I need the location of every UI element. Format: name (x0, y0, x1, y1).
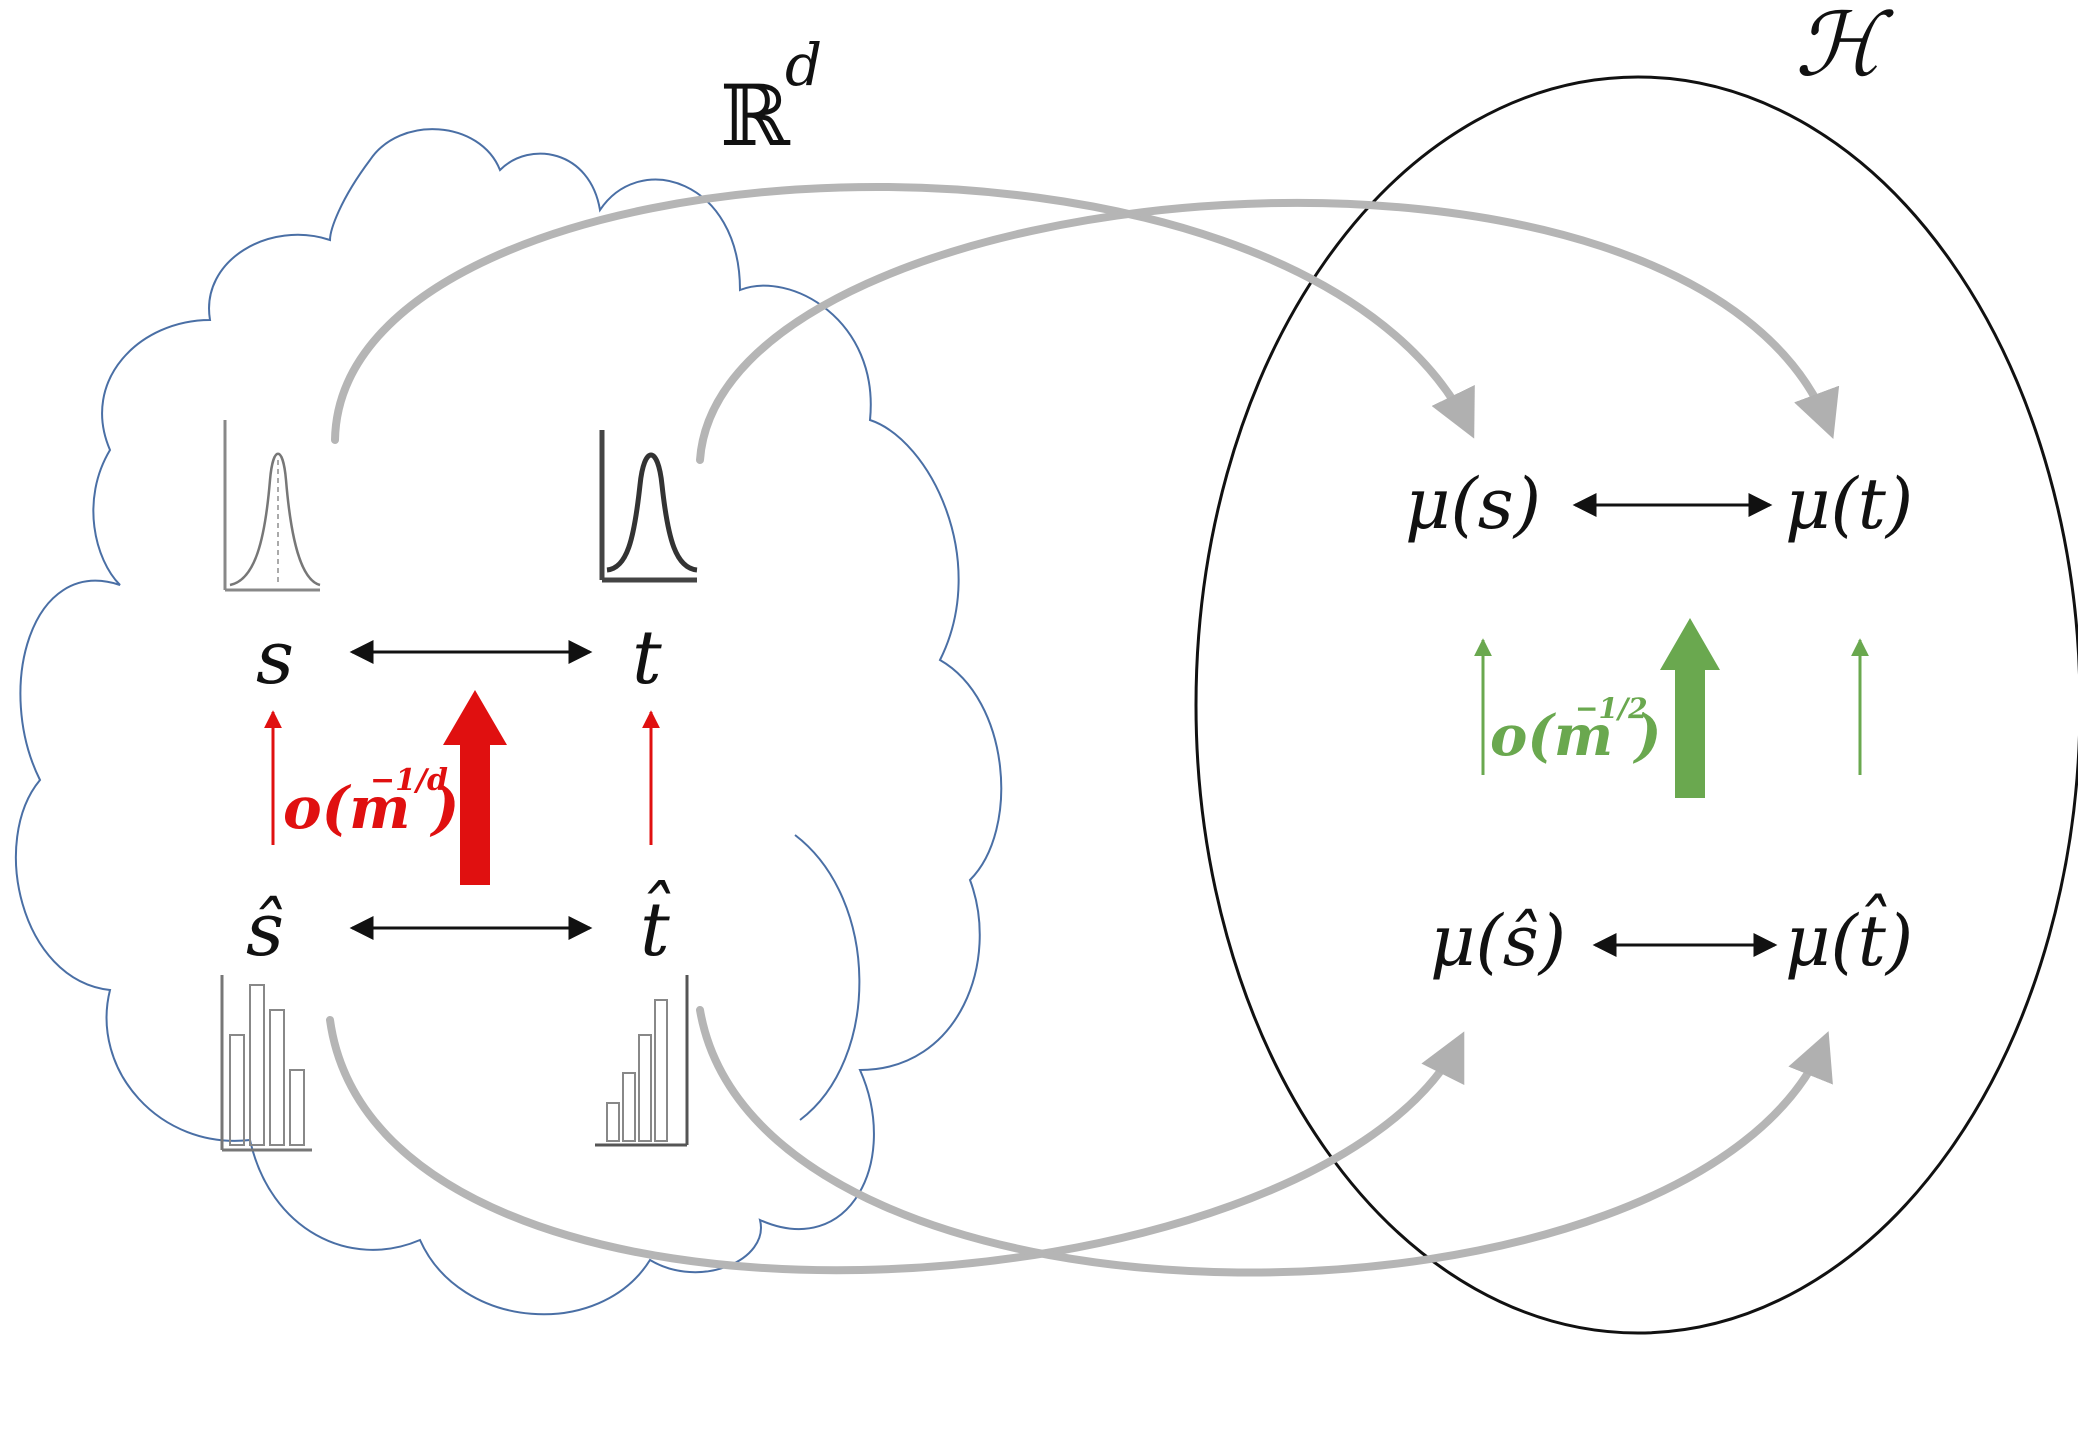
right-rate-annotation: o(m −1/2 ) (1490, 692, 1662, 769)
left-rate-exponent: −1/d (370, 763, 448, 798)
embedding-arrow-t-hat (696, 1006, 1833, 1277)
embedding-arrow-s-hat (326, 1016, 1465, 1275)
left-rate-annotation: o(m −1/d ) (283, 763, 459, 842)
label-s-hat: ŝ (246, 887, 284, 973)
t-hat-histogram-icon (595, 975, 689, 1147)
right-rate-exponent: −1/2 (1575, 692, 1648, 725)
label-t: t (632, 615, 662, 701)
s-hat-histogram-icon (220, 975, 312, 1152)
s-density-icon (223, 420, 321, 592)
hilbert-space-circle (1194, 75, 2078, 1335)
right-rate-base: o(m (1490, 703, 1613, 769)
embedding-arrows (326, 183, 1840, 1277)
green-bold-arrow (1660, 618, 1720, 798)
euclidean-dim-label: d (785, 31, 822, 99)
label-s: s (256, 615, 294, 701)
label-mu-t: μ(t) (1785, 463, 1913, 545)
left-rate-base: o(m (283, 774, 411, 842)
left-rate-close: ) (429, 774, 459, 842)
euclidean-space-cloud (14, 128, 1003, 1316)
red-bold-arrow (443, 690, 507, 885)
hilbert-space-label: ℋ (1795, 0, 1894, 96)
right-rate-close: ) (1632, 703, 1662, 769)
t-density-icon (599, 430, 698, 583)
label-mu-t-hat: μ(t̂) (1785, 894, 1913, 982)
euclidean-space-label: ℝ (720, 67, 791, 165)
label-mu-s: μ(s) (1405, 463, 1541, 545)
embedding-arrow-s (331, 183, 1475, 444)
embedding-arrow-t (696, 199, 1840, 464)
label-t-hat: t̂ (640, 879, 671, 973)
label-mu-s-hat: μ(ŝ) (1430, 900, 1566, 982)
